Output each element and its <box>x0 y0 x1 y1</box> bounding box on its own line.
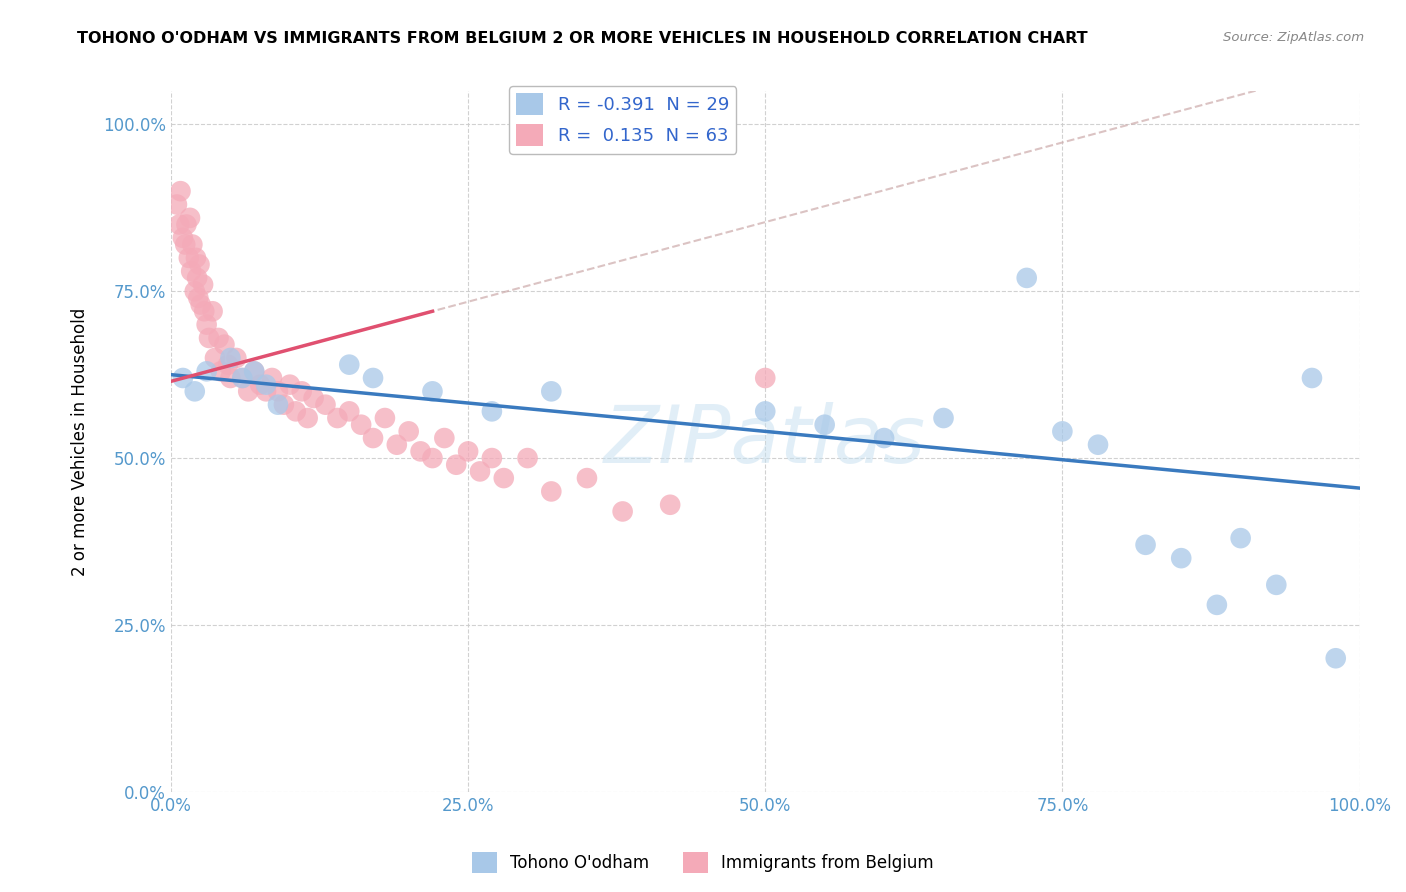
Point <box>191 277 214 292</box>
Point <box>174 237 197 252</box>
Point <box>1170 551 1192 566</box>
Point <box>172 371 194 385</box>
Point <box>204 351 226 365</box>
Point <box>422 451 444 466</box>
Point <box>254 377 277 392</box>
Point <box>166 197 188 211</box>
Point <box>481 451 503 466</box>
Legend: Tohono O'odham, Immigrants from Belgium: Tohono O'odham, Immigrants from Belgium <box>465 846 941 880</box>
Point <box>195 364 218 378</box>
Point <box>1205 598 1227 612</box>
Point <box>219 371 242 385</box>
Point <box>243 364 266 378</box>
Point <box>1265 578 1288 592</box>
Point <box>492 471 515 485</box>
Point <box>193 304 215 318</box>
Point <box>932 411 955 425</box>
Point <box>184 285 207 299</box>
Point <box>754 371 776 385</box>
Point <box>291 384 314 399</box>
Point <box>186 271 208 285</box>
Point <box>238 384 260 399</box>
Point <box>1324 651 1347 665</box>
Point <box>267 384 290 399</box>
Point <box>481 404 503 418</box>
Text: ZIP​atlas: ZIP​atlas <box>605 402 927 481</box>
Point <box>385 438 408 452</box>
Point <box>659 498 682 512</box>
Point <box>198 331 221 345</box>
Point <box>231 371 253 385</box>
Point <box>350 417 373 432</box>
Point <box>612 504 634 518</box>
Point <box>217 358 239 372</box>
Text: Source: ZipAtlas.com: Source: ZipAtlas.com <box>1223 31 1364 45</box>
Point <box>814 417 837 432</box>
Point <box>374 411 396 425</box>
Point <box>873 431 896 445</box>
Point <box>302 391 325 405</box>
Point <box>267 398 290 412</box>
Point <box>180 264 202 278</box>
Point <box>188 258 211 272</box>
Point <box>181 237 204 252</box>
Point <box>249 377 271 392</box>
Point <box>457 444 479 458</box>
Point <box>1052 425 1074 439</box>
Point <box>361 431 384 445</box>
Point <box>260 371 283 385</box>
Point <box>1229 531 1251 545</box>
Point <box>179 211 201 225</box>
Point <box>540 384 562 399</box>
Point <box>1135 538 1157 552</box>
Point <box>187 291 209 305</box>
Point <box>243 364 266 378</box>
Point <box>337 358 360 372</box>
Legend: R = -0.391  N = 29, R =  0.135  N = 63: R = -0.391 N = 29, R = 0.135 N = 63 <box>509 87 737 153</box>
Point <box>754 404 776 418</box>
Point <box>209 364 232 378</box>
Point <box>361 371 384 385</box>
Point <box>231 371 253 385</box>
Point <box>1015 271 1038 285</box>
Point <box>172 231 194 245</box>
Point <box>315 398 337 412</box>
Point <box>195 318 218 332</box>
Point <box>444 458 467 472</box>
Point <box>1301 371 1323 385</box>
Point <box>337 404 360 418</box>
Point <box>177 251 200 265</box>
Point <box>1087 438 1109 452</box>
Point <box>433 431 456 445</box>
Point <box>575 471 598 485</box>
Point <box>409 444 432 458</box>
Point <box>214 337 236 351</box>
Point <box>190 297 212 311</box>
Point <box>273 398 295 412</box>
Point <box>201 304 224 318</box>
Point <box>207 331 229 345</box>
Y-axis label: 2 or more Vehicles in Household: 2 or more Vehicles in Household <box>72 307 89 575</box>
Point <box>219 351 242 365</box>
Point <box>326 411 349 425</box>
Point <box>540 484 562 499</box>
Text: TOHONO O'ODHAM VS IMMIGRANTS FROM BELGIUM 2 OR MORE VEHICLES IN HOUSEHOLD CORREL: TOHONO O'ODHAM VS IMMIGRANTS FROM BELGIU… <box>77 31 1088 46</box>
Point <box>398 425 420 439</box>
Point <box>176 218 198 232</box>
Point <box>184 251 207 265</box>
Point <box>184 384 207 399</box>
Point <box>284 404 307 418</box>
Point <box>297 411 319 425</box>
Point <box>225 351 247 365</box>
Point <box>278 377 301 392</box>
Point <box>169 184 191 198</box>
Point <box>422 384 444 399</box>
Point <box>254 384 277 399</box>
Point <box>169 218 191 232</box>
Point <box>516 451 538 466</box>
Point <box>468 464 491 478</box>
